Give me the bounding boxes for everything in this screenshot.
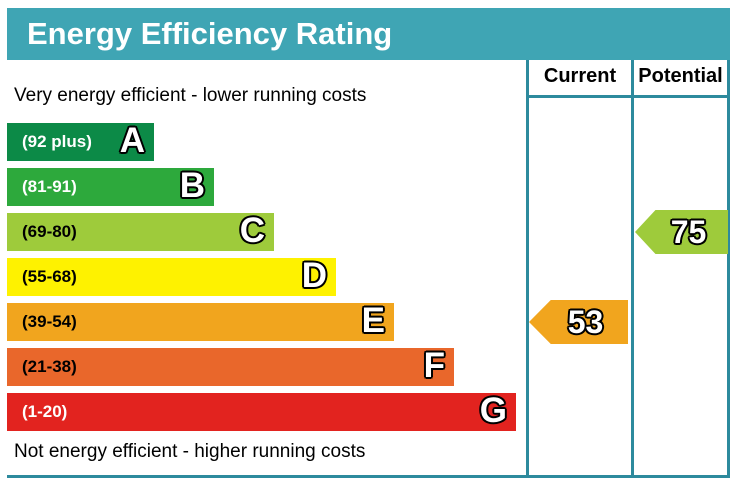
band-range-label: (21-38) [22,357,77,376]
band-row-e: (39-54) E [7,303,394,341]
band-range-label: (69-80) [22,222,77,241]
top-note: Very energy efficient - lower running co… [14,85,367,106]
band-letter: F [423,346,445,385]
band-range-label: (39-54) [22,312,77,331]
band-letter: B [179,166,205,205]
band-row-d: (55-68) D [7,258,336,296]
current-column-divider [526,60,529,475]
rating-chart: Current Potential Very energy efficient … [7,60,730,478]
band-range-label: (55-68) [22,267,77,286]
column-header-current: Current [543,65,617,87]
current-rating-arrow: 53 [529,300,628,344]
bottom-note: Not energy efficient - higher running co… [14,441,366,462]
band-row-f: (21-38) F [7,348,454,386]
band-letter: E [361,301,385,340]
band-letter: A [119,121,145,160]
current-rating-value: 53 [567,303,604,340]
band-range-label: (92 plus) [22,132,92,151]
band-row-b: (81-91) B [7,168,214,206]
band-row-a: (92 plus) A [7,123,154,161]
potential-column-divider [631,60,634,475]
band-row-c: (69-80) C [7,213,274,251]
rating-bands: (92 plus) A (81-91) B (69-80) C (55-68) … [7,123,516,438]
band-range-label: (81-91) [22,177,77,196]
column-header-underline [526,95,727,98]
column-header-potential: Potential [638,65,723,87]
band-letter: C [239,211,265,250]
potential-rating-arrow: 75 [635,210,728,254]
potential-rating-value: 75 [670,213,707,250]
band-letter: G [479,391,507,430]
page-title: Energy Efficiency Rating [7,8,730,60]
band-row-g: (1-20) G [7,393,516,431]
band-range-label: (1-20) [22,402,68,421]
band-letter: D [301,256,327,295]
